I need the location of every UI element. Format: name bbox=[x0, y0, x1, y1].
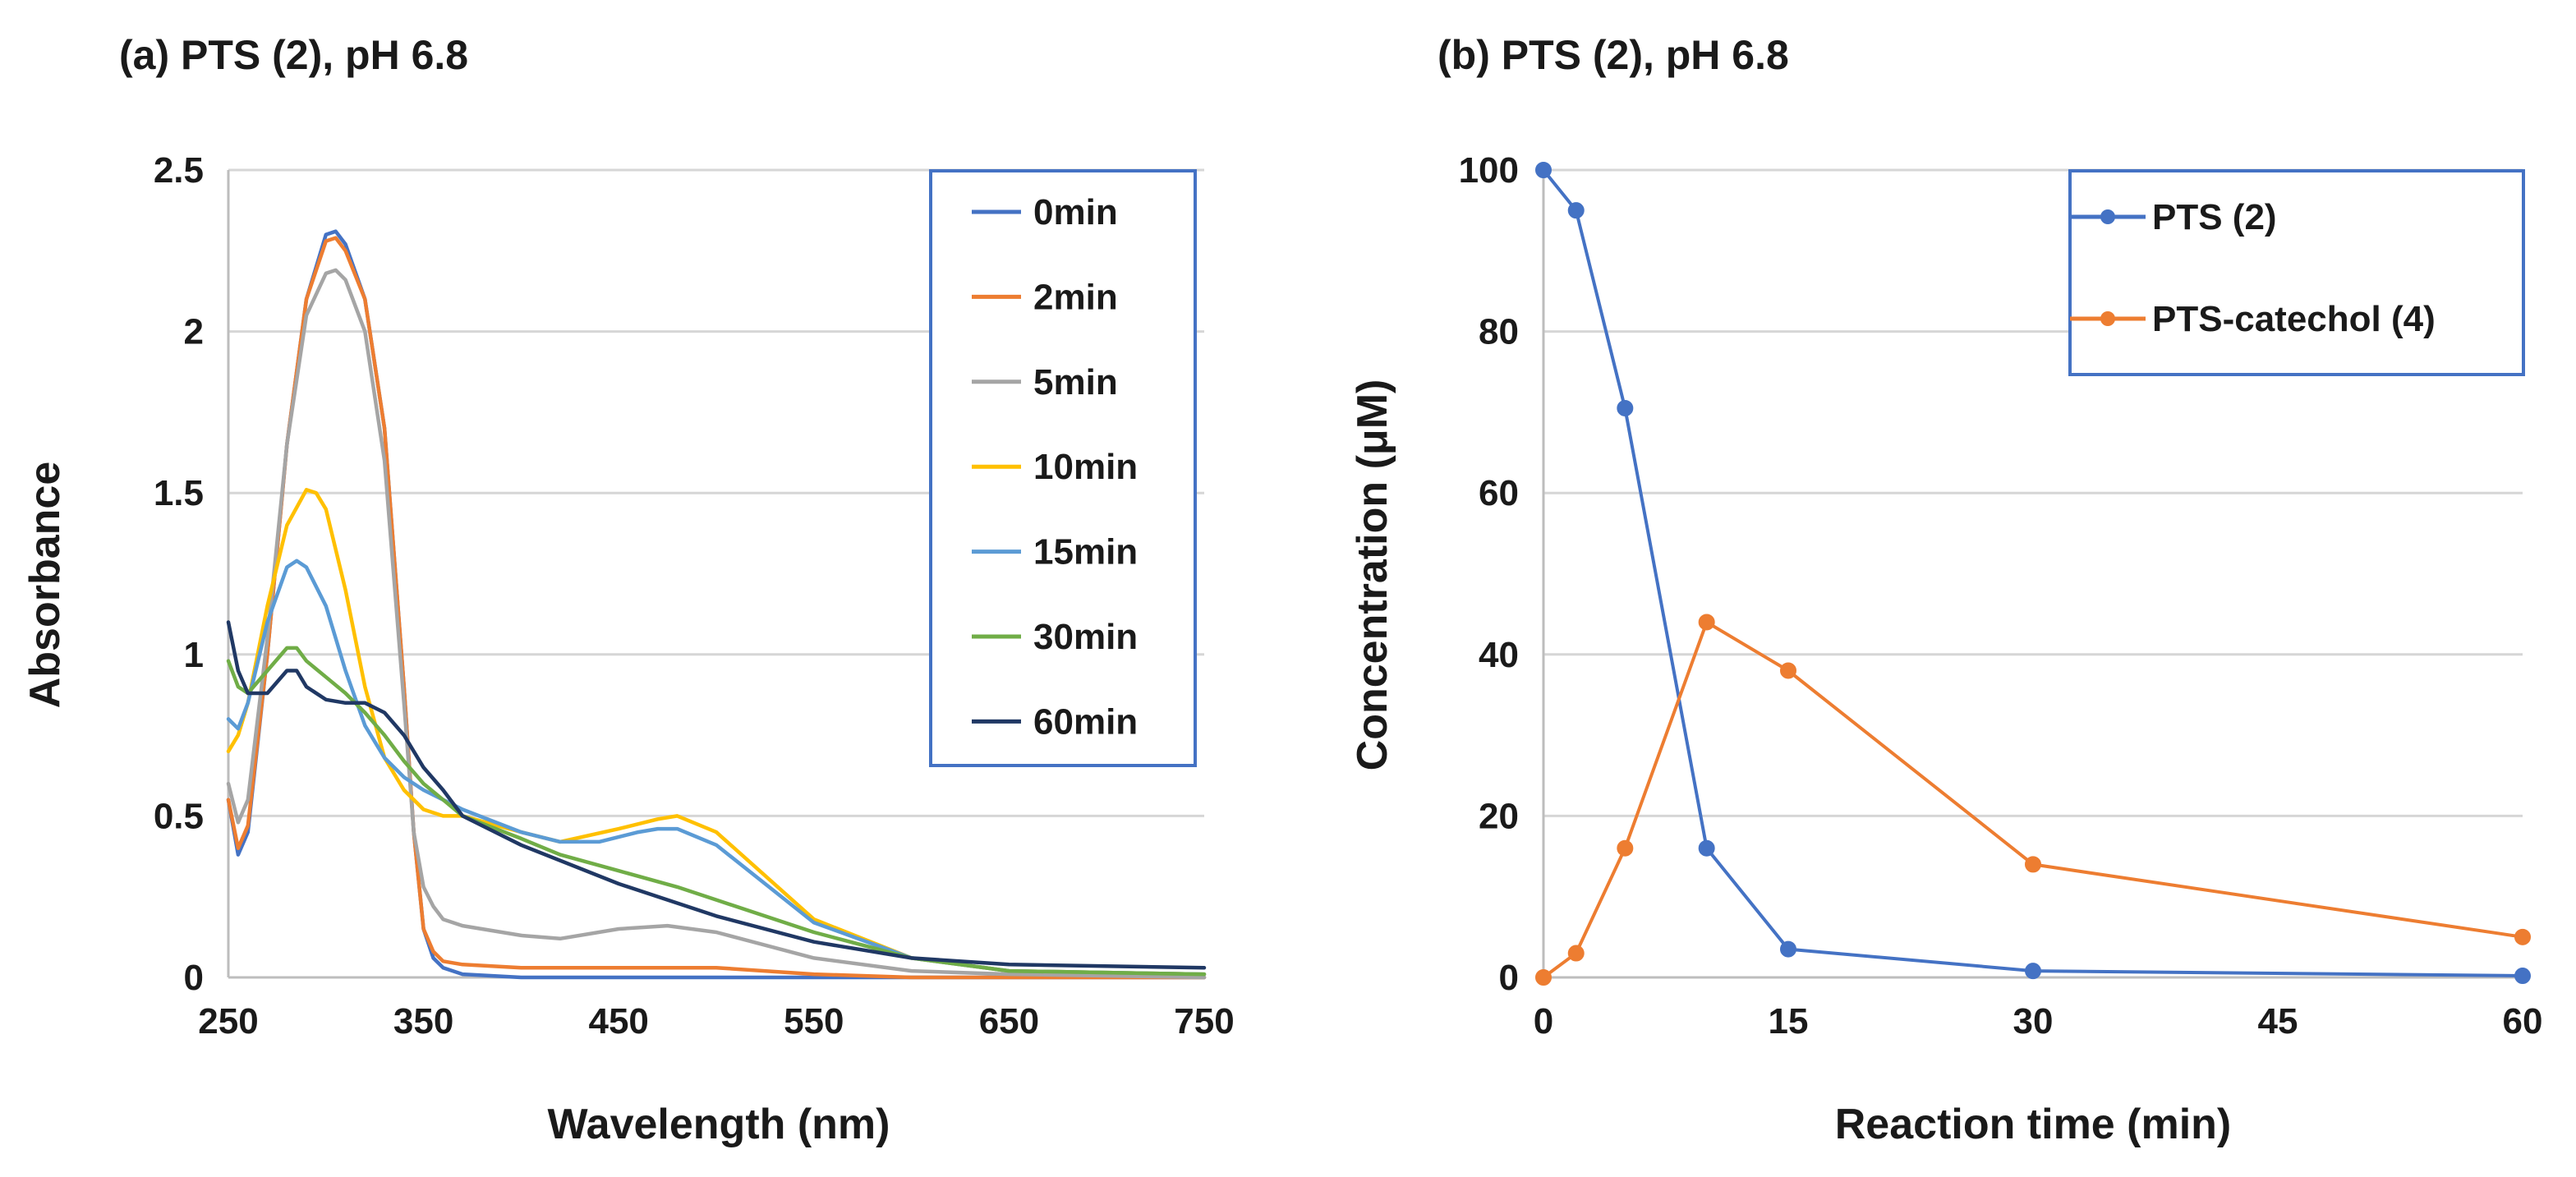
panel-b-series-1-point-5 bbox=[2025, 856, 2041, 873]
panel-b-legend: PTS (2) PTS-catechol (4) bbox=[2068, 169, 2525, 376]
panel-b-series-0-point-3 bbox=[1698, 839, 1715, 857]
panel-b-legend-marker-0 bbox=[2100, 209, 2115, 224]
panel-a-x-ticks: 250 350 450 550 650 750 bbox=[198, 1001, 1234, 1041]
panel-b-y-tick-5: 100 bbox=[1459, 150, 1519, 191]
panel-b-series-0-point-0 bbox=[1535, 162, 1552, 178]
panel-a-x-tick-5: 750 bbox=[1174, 1001, 1234, 1041]
panel-a-y-tick-2: 1 bbox=[184, 635, 204, 675]
panel-b-series bbox=[1535, 162, 2531, 986]
panel-a-x-axis-label: Wavelength (nm) bbox=[548, 1101, 890, 1148]
panel-a-series-line-2 bbox=[226, 268, 1207, 980]
panel-a-legend: 0min 2min 5min 10min 15min 30min 60min bbox=[929, 169, 1197, 767]
panel-a: (a) PTS (2), pH 6.8 0 0.5 1 1.5 2 2.5 250 350 4… bbox=[21, 32, 1235, 1148]
panel-b-y-ticks: 0 20 40 60 80 100 bbox=[1459, 150, 1519, 998]
panel-a-legend-label-3: 10min bbox=[1033, 447, 1138, 487]
panel-b-legend-marker-1 bbox=[2100, 311, 2115, 326]
panel-a-legend-label-5: 30min bbox=[1033, 617, 1138, 657]
panel-b-y-tick-3: 60 bbox=[1479, 473, 1519, 513]
panel-b-series-0-point-1 bbox=[1567, 202, 1585, 219]
panel-b-y-axis-label: Concentration (μM) bbox=[1349, 379, 1396, 771]
panel-b-legend-label-0: PTS (2) bbox=[2152, 197, 2277, 237]
panel-a-y-axis-label: Absorbance bbox=[21, 462, 69, 709]
panel-b-y-tick-1: 20 bbox=[1479, 796, 1519, 836]
panel-a-y-ticks: 0 0.5 1 1.5 2 2.5 bbox=[154, 150, 204, 998]
panel-b-x-tick-4: 60 bbox=[2503, 1001, 2543, 1041]
panel-a-legend-label-4: 15min bbox=[1033, 532, 1138, 572]
panel-b-series-0-point-4 bbox=[1780, 940, 1796, 958]
panel-b-series-1-point-2 bbox=[1617, 839, 1634, 857]
panel-b-series-1-point-1 bbox=[1567, 945, 1585, 962]
panel-b-x-axis-label: Reaction time (min) bbox=[1835, 1101, 2232, 1148]
panel-b-series-0-point-2 bbox=[1617, 399, 1634, 416]
panel-a-y-tick-4: 2 bbox=[184, 312, 204, 352]
panel-a-legend-label-1: 2min bbox=[1033, 277, 1118, 317]
panel-a-y-tick-0: 0 bbox=[184, 958, 204, 998]
panel-a-x-tick-1: 350 bbox=[393, 1001, 453, 1041]
panel-a-x-tick-0: 250 bbox=[198, 1001, 258, 1041]
panel-a-title: (a) PTS (2), pH 6.8 bbox=[119, 32, 468, 78]
panel-b: (b) PTS (2), pH 6.8 0 20 40 60 80 100 0 15 30 45… bbox=[1349, 32, 2542, 1148]
panel-b-legend-label-1: PTS-catechol (4) bbox=[2152, 299, 2436, 339]
panel-b-legend-box bbox=[2068, 169, 2525, 376]
panel-b-y-tick-0: 0 bbox=[1499, 958, 1519, 998]
panel-b-x-tick-1: 15 bbox=[1769, 1001, 1809, 1041]
panel-a-x-tick-3: 550 bbox=[784, 1001, 844, 1041]
panel-a-y-tick-5: 2.5 bbox=[154, 150, 204, 191]
panel-a-legend-label-0: 0min bbox=[1033, 192, 1118, 232]
panel-b-y-tick-2: 40 bbox=[1479, 635, 1519, 675]
panel-a-series-line-3 bbox=[226, 488, 1207, 977]
panel-a-legend-label-2: 5min bbox=[1033, 362, 1118, 402]
panel-b-series-line-1 bbox=[1542, 620, 2524, 979]
panel-b-series-1-point-4 bbox=[1780, 662, 1796, 679]
panel-b-series-1-point-0 bbox=[1535, 969, 1552, 986]
panel-a-series-line-5 bbox=[226, 646, 1207, 977]
panel-a-series-line-4 bbox=[226, 559, 1207, 977]
panel-a-series-line-6 bbox=[226, 620, 1207, 970]
panel-b-x-tick-3: 45 bbox=[2258, 1001, 2298, 1041]
panel-b-series-0-point-5 bbox=[2025, 963, 2041, 980]
panel-a-y-tick-1: 0.5 bbox=[154, 796, 204, 836]
panel-a-x-tick-2: 450 bbox=[588, 1001, 648, 1041]
panel-b-y-tick-4: 80 bbox=[1479, 312, 1519, 352]
panel-b-series-1-point-3 bbox=[1698, 614, 1715, 631]
panel-a-series bbox=[226, 229, 1207, 980]
panel-b-series-1-point-6 bbox=[2514, 928, 2531, 945]
panel-a-y-tick-3: 1.5 bbox=[154, 473, 204, 513]
panel-b-series-0-point-6 bbox=[2514, 968, 2531, 985]
panel-a-x-tick-4: 650 bbox=[979, 1001, 1039, 1041]
panel-b-x-ticks: 0 15 30 45 60 bbox=[1534, 1001, 2543, 1041]
panel-b-x-tick-2: 30 bbox=[2013, 1001, 2054, 1041]
panel-b-title: (b) PTS (2), pH 6.8 bbox=[1438, 32, 1789, 78]
panel-b-x-tick-0: 0 bbox=[1534, 1001, 1553, 1041]
panel-a-legend-label-6: 60min bbox=[1033, 701, 1138, 742]
